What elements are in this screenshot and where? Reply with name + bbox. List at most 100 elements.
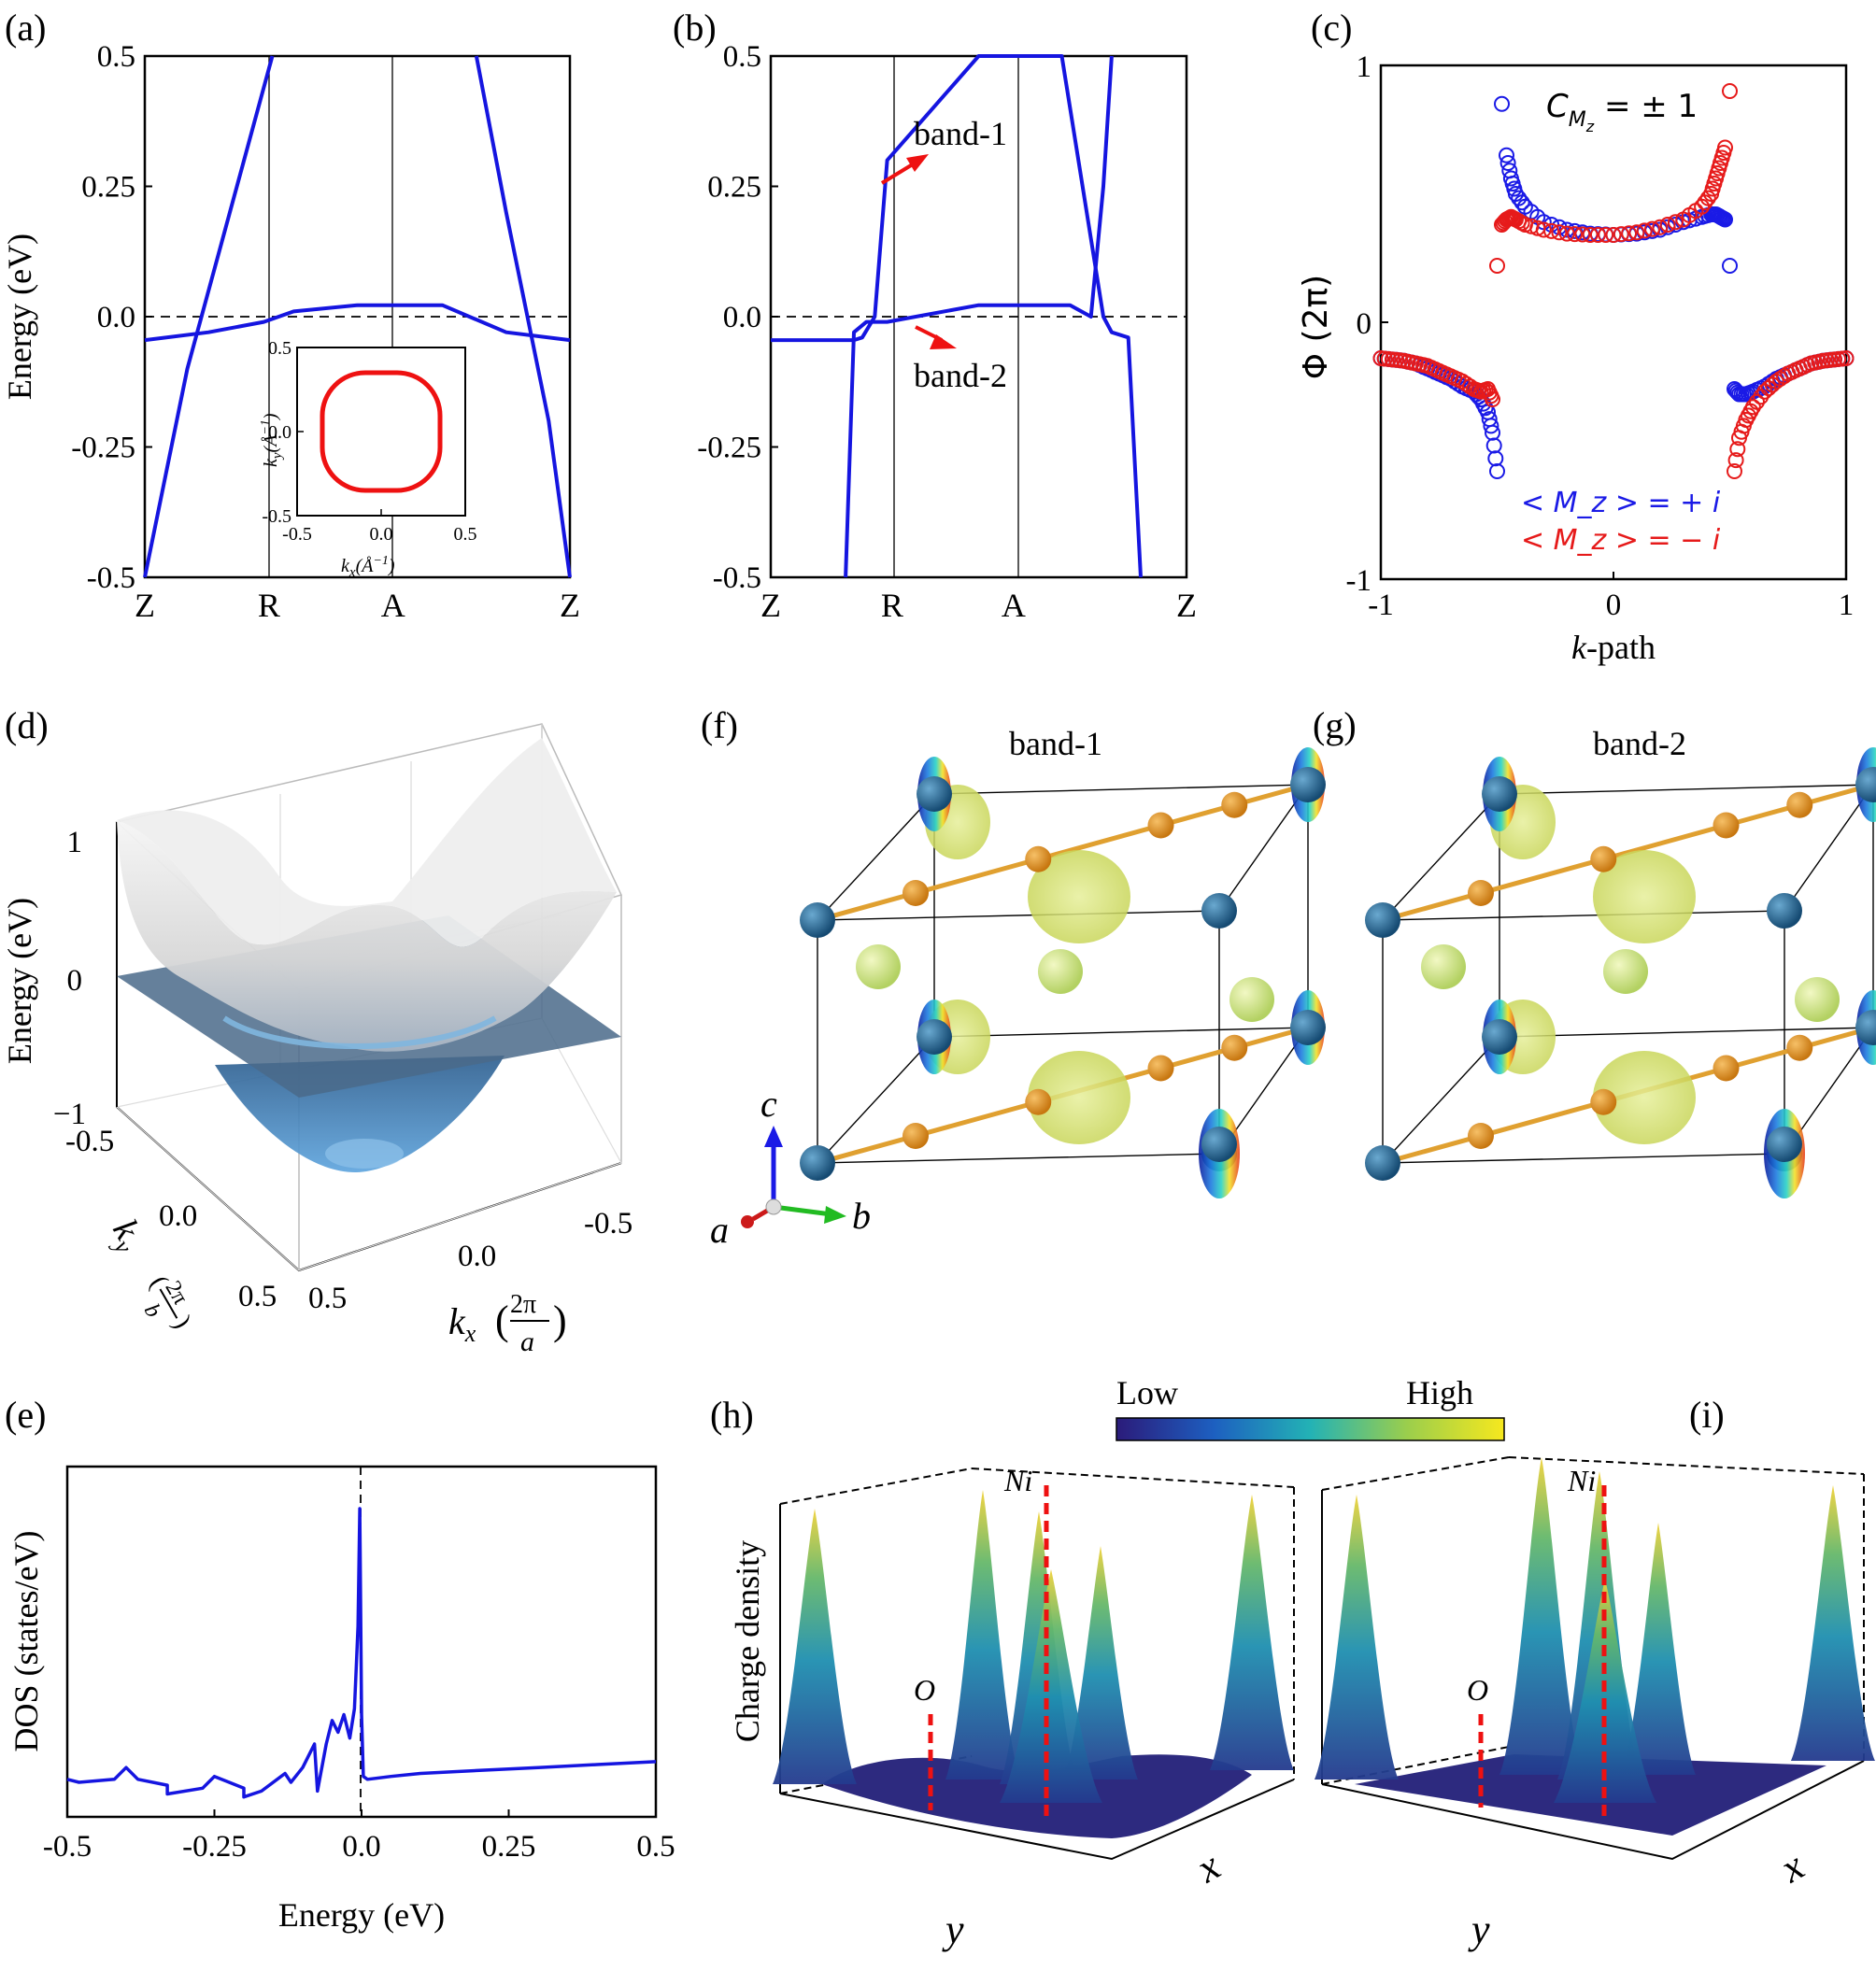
panel-h-O-label: O (914, 1673, 935, 1707)
cell-edge (933, 784, 1309, 795)
k-point-label: A (1002, 587, 1026, 624)
isosurface (1028, 1051, 1130, 1144)
density-peak (773, 1509, 857, 1784)
o-atom (1713, 1055, 1740, 1082)
panel-b-bands (771, 54, 1143, 578)
ni-atom (1482, 776, 1517, 812)
point-interp (1772, 371, 1788, 387)
inset-xtick-label: 0.0 (370, 524, 393, 545)
cell-edge (933, 1027, 1309, 1038)
panel-d-yticks: -0.5 0.0 0.5 (65, 1125, 277, 1313)
panel-e-dos: -0.5 -0.25 0.0 0.25 0.5 Energy (eV) DOS (sta… (7, 1465, 675, 1934)
panel-d-3d-surface: 1 0 −1 Energy (eV) -0.5 0.0 0.5 0.5 0.0 … (1, 723, 632, 1357)
density-peak (1210, 1495, 1294, 1770)
panel-label-b: (b) (673, 7, 717, 49)
band-line-steep-right (474, 55, 572, 578)
point-interp (1621, 225, 1638, 242)
ni-atom (1290, 767, 1326, 802)
k-point-label: R (881, 587, 903, 624)
o-atom (1590, 1088, 1617, 1115)
panel-e-ylabel: DOS (states/eV) (7, 1531, 45, 1752)
panel-d-upper-back (117, 738, 617, 947)
point-interp (1551, 224, 1568, 241)
point-minus-i (1722, 83, 1738, 99)
density-peak (1315, 1495, 1399, 1780)
panel-d-upper-band (117, 820, 617, 1052)
panel-i-xlabel: y (1468, 1907, 1490, 1952)
point-interp (1499, 155, 1516, 171)
point-interp (1567, 226, 1583, 243)
panel-c-ticks: 1 0 -1-1 0 1 (1346, 50, 1855, 622)
panel-d-zticks: 1 0 −1 (53, 826, 86, 1131)
point-interp (1514, 194, 1530, 211)
xtick-label: 0.25 (482, 1830, 536, 1864)
panel-a-inset-ylabel: ky(Å−1) (259, 413, 285, 467)
o-atom (1786, 1034, 1813, 1061)
panel-a-inset-xlabel: kx(Å−1) (341, 554, 395, 580)
o-atom (1025, 1088, 1052, 1115)
point-minus-i (1652, 219, 1669, 235)
panel-d-zlabel: Energy (eV) (1, 898, 38, 1064)
ni-atom (1855, 767, 1876, 802)
svg-text:0.5: 0.5 (308, 1282, 347, 1315)
band-line-flat (144, 303, 571, 343)
la-atom (1603, 949, 1648, 994)
ni-atom (1767, 1127, 1802, 1162)
point-interp (1636, 222, 1653, 239)
panel-b-band-structure: 0.5 0.25 0.0 -0.25 -0.5 Z R A Z band-1 band-2 (697, 40, 1197, 624)
band-2-label: band-2 (914, 357, 1007, 394)
xtick-label: -0.25 (182, 1830, 247, 1864)
svg-text:ky(Å−1): ky(Å−1) (259, 413, 285, 467)
panel-i-ylabel: x (1772, 1842, 1812, 1892)
inset-xtick-label: 0.5 (454, 524, 477, 545)
point-minus-i (1489, 258, 1505, 274)
o-atom (1147, 812, 1174, 839)
panel-d-ylabel: ky ( 2π b ) (105, 1213, 197, 1334)
point-interp (1589, 227, 1606, 243)
panel-a-band-structure: 0.5 0.25 0.0 -0.25 -0.5 Z R A Z Energy (eV) -0.… (1, 40, 580, 624)
panel-f-title: band-1 (1009, 725, 1102, 762)
svg-text:): ) (167, 1312, 197, 1334)
o-atom (902, 880, 929, 906)
inset-xtick-label: -0.5 (282, 524, 312, 545)
ni-atom (1201, 893, 1237, 929)
panel-label-c: (c) (1311, 7, 1352, 49)
dos-line (66, 1507, 657, 1799)
k-point-label: Z (560, 587, 580, 624)
point-minus-i (1485, 391, 1500, 407)
point-plus-i (1717, 211, 1733, 228)
panel-a-inset-frame (296, 347, 466, 517)
panel-a-inset-ticks: -0.5 0.0 0.5 0.5 0.0 -0.5 (262, 338, 476, 545)
density-peak (1499, 1457, 1584, 1775)
svg-text:0: 0 (67, 964, 83, 998)
ytick-label: 0.0 (723, 301, 761, 334)
ytick-label: 0.25 (81, 171, 135, 205)
ni-atom (1201, 1127, 1237, 1162)
panel-label-e: (e) (5, 1394, 46, 1436)
point-minus-i (1717, 139, 1733, 156)
ytick-label: 0.25 (707, 171, 761, 205)
cell-edge (817, 1153, 1220, 1164)
band-line-band-2 (771, 54, 1143, 578)
cell-edge (1784, 784, 1874, 912)
svg-text:2π: 2π (510, 1290, 536, 1319)
ni-atom (917, 776, 952, 812)
svg-text:-0.5: -0.5 (65, 1125, 114, 1158)
panel-e-dos-curve (66, 1507, 657, 1799)
panel-c-wilson-loop: 1 0 -1-1 0 1 CMz = ± 1 Φ (2π) k-path < M_z >… (1297, 50, 1855, 666)
point-plus-i (1499, 147, 1514, 163)
colorbar-gradient (1116, 1417, 1505, 1441)
band-line-band-1 (844, 55, 1114, 578)
axis-b-label: b (852, 1195, 871, 1237)
la-atom (1229, 977, 1274, 1022)
point-minus-i (1628, 224, 1645, 241)
point-plus-i (1489, 463, 1505, 479)
ytick-label: 0.5 (723, 40, 761, 74)
ytick-label: 1 (1357, 50, 1372, 84)
xtick-label: 0.0 (342, 1830, 380, 1864)
density-peak (1000, 1569, 1102, 1803)
panel-c-xlabel: k-path (1571, 629, 1656, 666)
cell-edge (1499, 1027, 1874, 1038)
xtick-label: 0 (1606, 588, 1622, 622)
